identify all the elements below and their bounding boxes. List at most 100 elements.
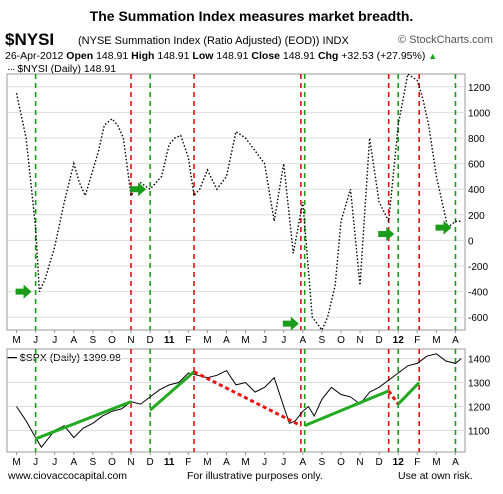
- brand-label: © StockCharts.com: [398, 34, 493, 46]
- nysi-month-label: D: [147, 335, 154, 346]
- spx-uptrend-line: [149, 370, 196, 412]
- nysi-ytick-label: 200: [468, 211, 485, 222]
- nysi-month-label: J: [33, 335, 38, 346]
- spx-month-label: D: [376, 457, 383, 468]
- spx-uptrend-line: [397, 381, 421, 406]
- spx-month-label: N: [127, 457, 134, 468]
- nysi-ytick-label: 1000: [468, 108, 491, 119]
- spx-month-label: M: [432, 457, 440, 468]
- nysi-ytick-label: 0: [468, 236, 474, 247]
- spx-month-label: J: [52, 457, 57, 468]
- nysi-ytick-label: -600: [468, 313, 488, 324]
- spx-month-label: M: [241, 457, 249, 468]
- chart-headline: The Summation Index measures market brea…: [89, 8, 414, 24]
- nysi-month-label: N: [127, 335, 134, 346]
- spx-month-label: D: [147, 457, 154, 468]
- spx-uptrend-line: [35, 400, 132, 441]
- spx-month-label: S: [319, 457, 326, 468]
- nysi-month-label: 12: [393, 335, 405, 346]
- high-label: High: [131, 50, 155, 62]
- spx-ytick-label: 1100: [468, 426, 490, 437]
- spx-downtrend-line: [387, 390, 400, 405]
- nysi-month-label: M: [12, 335, 20, 346]
- buy-arrow-icon: [15, 284, 32, 299]
- symbol-description: (NYSE Summation Index (Ratio Adjusted) (…: [78, 35, 349, 47]
- spx-month-label: J: [262, 457, 267, 468]
- nysi-month-label: M: [203, 335, 211, 346]
- spx-month-label: O: [108, 457, 116, 468]
- low-label: Low: [192, 50, 214, 62]
- nysi-legend: ··· $NYSI (Daily) 148.91: [7, 63, 116, 75]
- nysi-month-label: A: [70, 335, 77, 346]
- price-stats: 26-Apr-2012 Open 148.91 High 148.91 Low …: [5, 50, 437, 62]
- nysi-month-label: N: [356, 335, 363, 346]
- spx-legend-label: $SPX (Daily) 1399.98: [19, 352, 121, 364]
- footer-risk: Use at own risk.: [398, 470, 473, 482]
- nysi-month-label: 11: [164, 335, 175, 346]
- spx-month-label: S: [90, 457, 97, 468]
- nysi-month-label: J: [281, 335, 286, 346]
- spx-ytick-label: 1400: [468, 355, 491, 366]
- chg-label: Chg: [317, 50, 339, 62]
- nysi-month-label: O: [108, 335, 116, 346]
- nysi-month-label: D: [376, 335, 383, 346]
- spx-ytick-label: 1200: [468, 402, 491, 413]
- nysi-month-label: A: [299, 335, 306, 346]
- close-label: Close: [251, 50, 280, 62]
- open-value: 148.91: [96, 50, 129, 62]
- nysi-ytick-label: 400: [468, 185, 485, 196]
- spx-ytick-label: 1300: [468, 379, 491, 390]
- nysi-month-label: O: [337, 335, 345, 346]
- buy-arrow-icon: [378, 227, 395, 241]
- nysi-plot-frame: [6, 73, 466, 331]
- buy-arrow-icon: [130, 182, 147, 197]
- nysi-month-label: F: [185, 335, 191, 346]
- footer-note: For illustrative purposes only.: [187, 470, 323, 482]
- nysi-month-label: A: [452, 335, 459, 346]
- spx-month-label: A: [70, 457, 77, 468]
- spx-month-label: J: [281, 457, 286, 468]
- spx-month-label: A: [223, 457, 230, 468]
- nysi-ytick-label: 800: [468, 134, 485, 145]
- buy-arrow-icon: [282, 316, 299, 331]
- nysi-month-label: A: [223, 335, 230, 346]
- spx-month-label: F: [185, 457, 191, 468]
- nysi-legend-label: $NYSI (Daily) 148.91: [17, 63, 117, 75]
- low-value: 148.91: [216, 50, 249, 62]
- dotted-line-icon: ···: [7, 63, 15, 75]
- nysi-ytick-label: 1200: [468, 83, 491, 94]
- symbol-title: $NYSI: [5, 30, 55, 49]
- open-label: Open: [66, 50, 94, 62]
- spx-downtrend-line: [193, 370, 302, 427]
- nysi-month-label: J: [262, 335, 267, 346]
- nysi-month-label: S: [319, 335, 326, 346]
- buy-arrow-icon: [435, 220, 452, 235]
- nysi-ytick-label: -400: [468, 288, 488, 299]
- footer-site: www.ciovaccocapital.com: [8, 470, 128, 482]
- spx-month-label: J: [33, 457, 38, 468]
- spx-series-line: [16, 353, 462, 449]
- spx-legend: $SPX (Daily) 1399.98: [7, 352, 121, 364]
- spx-month-label: N: [356, 457, 363, 468]
- solid-line-icon: [7, 357, 17, 360]
- nysi-month-label: M: [432, 335, 440, 346]
- nysi-month-label: J: [52, 335, 57, 346]
- spx-month-label: 11: [164, 457, 175, 468]
- nysi-ytick-label: -200: [468, 262, 488, 273]
- nysi-month-label: M: [241, 335, 249, 346]
- spx-uptrend-line: [304, 389, 390, 428]
- nysi-month-label: S: [90, 335, 97, 346]
- nysi-series-line: [15, 72, 462, 332]
- spx-month-label: F: [414, 457, 420, 468]
- spx-month-label: O: [337, 457, 345, 468]
- spx-month-label: M: [12, 457, 20, 468]
- spx-month-label: A: [299, 457, 306, 468]
- nysi-month-label: F: [414, 335, 420, 346]
- high-value: 148.91: [157, 50, 190, 62]
- spx-month-label: 12: [393, 457, 405, 468]
- chg-arrow-icon: ▲: [428, 51, 438, 61]
- stats-date: 26-Apr-2012: [5, 50, 64, 62]
- spx-plot-frame: [6, 348, 466, 453]
